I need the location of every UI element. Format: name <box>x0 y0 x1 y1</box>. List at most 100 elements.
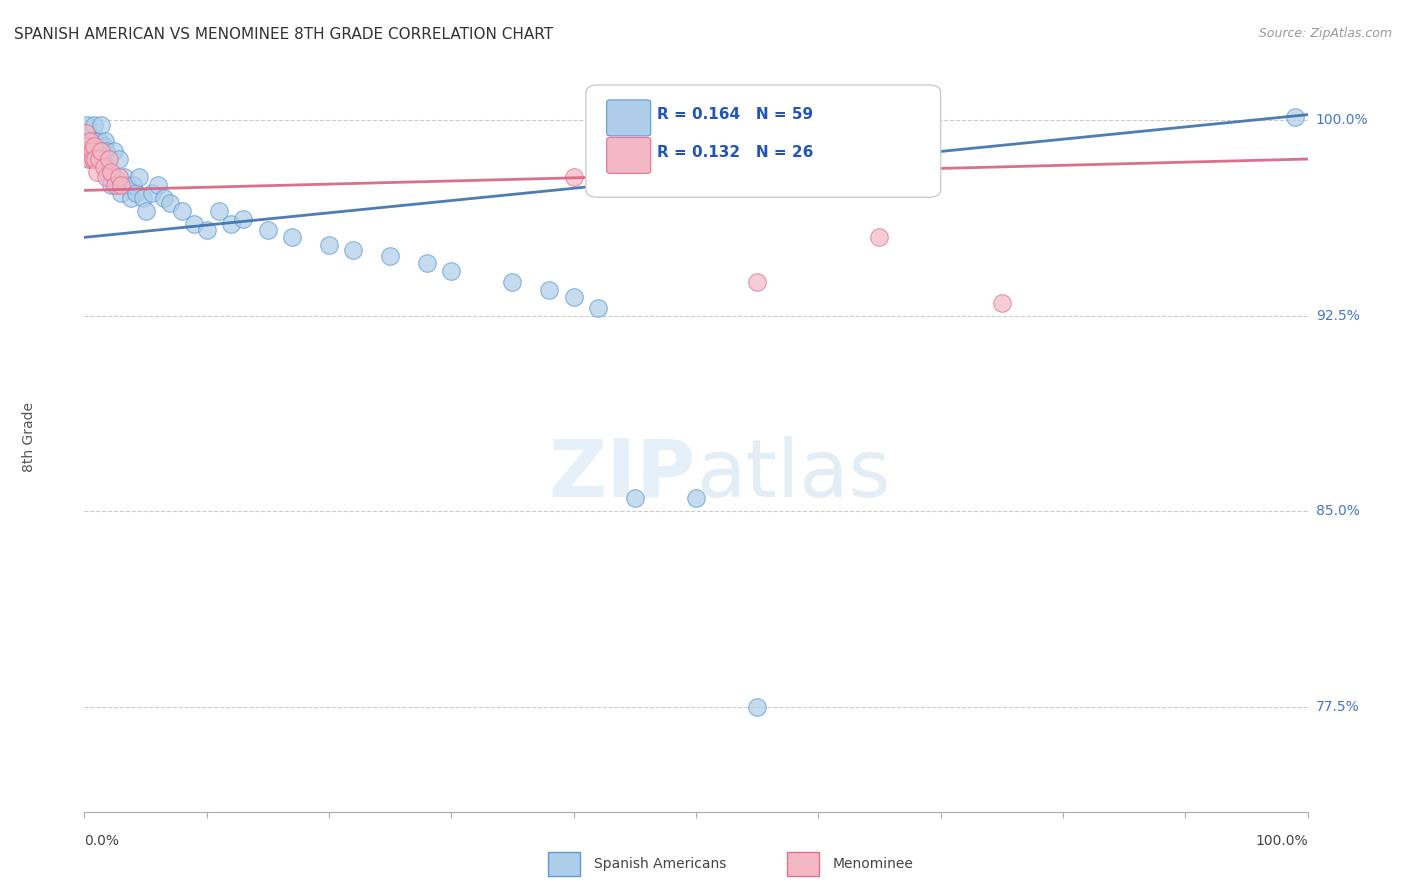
Point <box>75 126 97 140</box>
Point <box>125 186 148 200</box>
Bar <box>787 852 818 876</box>
Point <box>232 212 254 227</box>
Point <box>91 152 114 166</box>
Point <box>115 178 138 193</box>
FancyBboxPatch shape <box>606 100 651 136</box>
Text: 77.5%: 77.5% <box>1316 700 1360 714</box>
Point <box>86 145 108 159</box>
Point <box>219 217 242 231</box>
Point <box>538 283 561 297</box>
Point <box>105 178 128 193</box>
Point <box>77 139 100 153</box>
Point <box>79 134 101 148</box>
Point <box>93 160 115 174</box>
Point <box>990 295 1012 310</box>
Point <box>141 186 163 200</box>
Bar <box>548 852 579 876</box>
Point <box>562 170 585 185</box>
Point <box>94 134 117 148</box>
Point <box>76 118 98 132</box>
Point <box>159 196 181 211</box>
Point <box>685 170 707 185</box>
Point <box>77 145 100 159</box>
FancyBboxPatch shape <box>606 137 651 173</box>
Point <box>97 152 120 166</box>
Point <box>96 145 118 159</box>
Point <box>82 152 104 166</box>
Point <box>709 178 731 193</box>
Point <box>80 145 103 159</box>
Point <box>103 145 125 159</box>
Point <box>104 178 127 193</box>
Point <box>82 152 104 166</box>
Point <box>208 204 231 219</box>
Point <box>84 152 107 166</box>
Point <box>624 178 647 193</box>
Text: R = 0.132   N = 26: R = 0.132 N = 26 <box>657 145 813 160</box>
Point <box>869 230 891 244</box>
Point <box>90 145 112 159</box>
Point <box>77 152 100 166</box>
Point <box>342 244 364 258</box>
Point <box>380 249 402 263</box>
Point <box>562 290 585 304</box>
Point <box>107 152 129 166</box>
Point <box>747 700 769 714</box>
Point <box>83 118 105 132</box>
Point <box>1284 110 1306 124</box>
Text: 100.0%: 100.0% <box>1256 834 1308 848</box>
Text: 85.0%: 85.0% <box>1316 505 1360 518</box>
Point <box>75 145 97 159</box>
Text: 92.5%: 92.5% <box>1316 309 1360 323</box>
Text: 8th Grade: 8th Grade <box>22 402 37 472</box>
Point <box>153 191 176 205</box>
Point <box>112 170 135 185</box>
Text: R = 0.164   N = 59: R = 0.164 N = 59 <box>657 107 813 122</box>
Point <box>79 134 101 148</box>
Point <box>110 178 132 193</box>
Point <box>80 145 103 159</box>
Point <box>97 152 120 166</box>
Point <box>146 178 169 193</box>
Point <box>128 170 150 185</box>
Point <box>501 275 523 289</box>
Point <box>84 134 107 148</box>
Point <box>318 238 340 252</box>
Point <box>100 178 122 193</box>
Point <box>89 145 111 159</box>
Point <box>76 139 98 153</box>
Point <box>586 301 609 315</box>
Point <box>83 139 105 153</box>
Point <box>172 204 194 219</box>
Point <box>624 491 647 506</box>
Point <box>416 256 439 270</box>
Point <box>87 152 110 166</box>
Text: 100.0%: 100.0% <box>1316 113 1368 127</box>
Point <box>87 134 110 148</box>
Point <box>104 170 127 185</box>
Point <box>257 222 280 236</box>
Point <box>87 152 110 166</box>
Point <box>90 118 112 132</box>
Text: Menominee: Menominee <box>832 857 914 871</box>
Point <box>132 191 155 205</box>
Text: SPANISH AMERICAN VS MENOMINEE 8TH GRADE CORRELATION CHART: SPANISH AMERICAN VS MENOMINEE 8TH GRADE … <box>14 27 553 42</box>
Point <box>107 170 129 185</box>
FancyBboxPatch shape <box>586 85 941 197</box>
Point <box>195 222 218 236</box>
Text: ZIP: ZIP <box>548 435 696 514</box>
Point <box>96 170 118 185</box>
Point <box>86 165 108 179</box>
Point <box>747 275 769 289</box>
Point <box>100 165 122 179</box>
Point <box>120 191 142 205</box>
Text: 0.0%: 0.0% <box>84 834 120 848</box>
Point <box>183 217 205 231</box>
Point <box>281 230 304 244</box>
Point <box>110 186 132 200</box>
Point <box>77 152 100 166</box>
Text: Spanish Americans: Spanish Americans <box>593 857 727 871</box>
Point <box>440 264 463 278</box>
Point <box>135 204 157 219</box>
Text: atlas: atlas <box>696 435 890 514</box>
